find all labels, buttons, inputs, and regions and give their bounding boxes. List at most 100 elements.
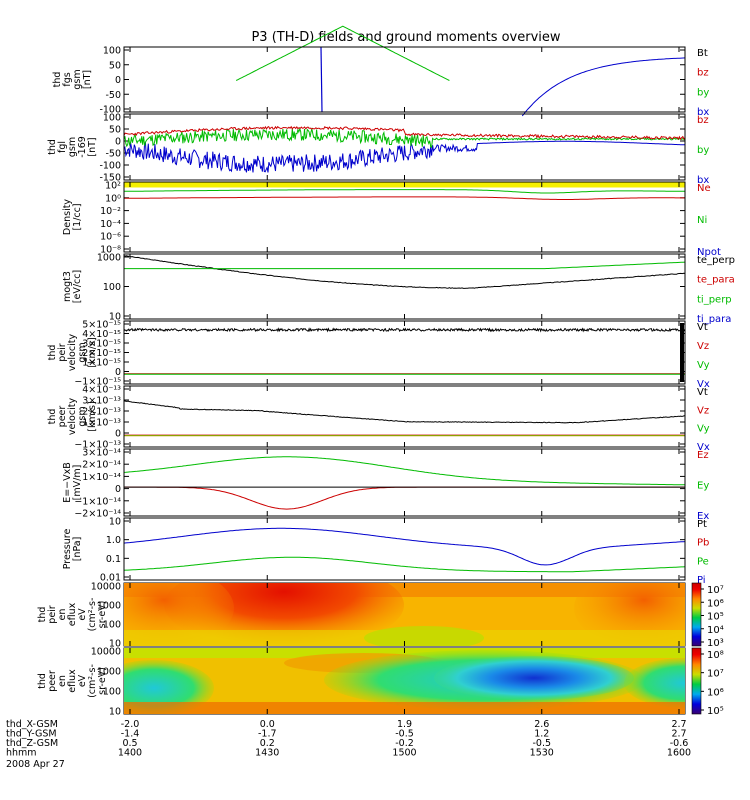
- y-axis-label-line: [nPa]: [72, 537, 83, 562]
- y-tick-label: 2×10⁻¹³: [82, 407, 121, 418]
- colorbar-tick-label: 10⁵: [707, 706, 724, 717]
- y-axis-label-line: [eV/cc]: [72, 270, 83, 303]
- legend-pb: Pb: [697, 538, 709, 549]
- y-axis-label: thd peir en eflux eV (cm²-s-sr-eV): [37, 598, 108, 632]
- y-tick-label: 3×10⁻¹³: [82, 396, 121, 407]
- y-tick-label: 100: [103, 282, 121, 293]
- y-tick-label: 10000: [91, 647, 121, 658]
- ephemeris-value: 1530: [530, 748, 554, 759]
- y-axis-label: mogt3 [eV/cc]: [62, 270, 83, 303]
- y-tick-label: 10: [109, 639, 121, 650]
- colorbar-tick-label: 10⁶: [707, 687, 724, 698]
- legend-te_perp: te_perp: [697, 255, 735, 266]
- y-axis-label-line: peir: [47, 605, 58, 624]
- y-tick-label: 10000: [91, 582, 121, 593]
- y-tick-label: 0: [115, 367, 121, 378]
- y-axis-label-line: eflux: [67, 602, 78, 626]
- y-axis-label-line: thd: [47, 139, 58, 155]
- legend-bz: bz: [697, 115, 709, 126]
- ephemeris-label: thd_X-GSM: [6, 719, 58, 730]
- trace-ni: [124, 189, 685, 194]
- y-axis-label-line: peer: [57, 406, 68, 428]
- y-tick-label: 4×10⁻¹⁵: [82, 329, 121, 340]
- panel-fgs: 100 50 0 -50 -100 thd fgs gsm [nT] Bt bz by bx: [52, 46, 709, 119]
- ephemeris-value: 0.5: [122, 738, 137, 749]
- ion-spec-low-green: [364, 626, 484, 646]
- y-axis-label-line: Pressure: [62, 529, 73, 570]
- y-axis-label-line: peir: [57, 343, 68, 362]
- legend-bz: bz: [697, 68, 709, 79]
- ephemeris-value: 0.0: [260, 719, 275, 730]
- legend-te_para: te_para: [697, 275, 735, 286]
- y-axis-label-line: [nT]: [82, 70, 93, 89]
- y-axis-label-line: thd: [47, 409, 58, 425]
- legend-ni: Ni: [697, 215, 707, 226]
- colorbar-ion_spec: [691, 582, 702, 647]
- ephemeris-layer: thd_X-GSM -2.0 0.0 1.9 2.6 2.7 thd_Y-GSM -1.4 -1…: [6, 47, 691, 770]
- y-tick-label: 2×10⁻¹⁴: [82, 460, 121, 471]
- trace-ez: [124, 486, 685, 510]
- legend-vx: Vx: [697, 442, 710, 453]
- y-tick-label: 1×10⁻¹⁵: [82, 358, 121, 369]
- y-tick-label: 0.1: [106, 554, 121, 565]
- y-tick-label: 50: [109, 60, 121, 71]
- legend-vy: Vy: [697, 424, 710, 435]
- y-axis-label-line: Density: [62, 199, 73, 235]
- legend-vz: Vz: [697, 405, 709, 416]
- legend-vt: Vt: [697, 322, 708, 333]
- ephemeris-value: -0.2: [395, 738, 414, 749]
- y-tick-label: 0: [115, 429, 121, 440]
- panel-frame: [123, 448, 686, 517]
- legend-ti_perp: ti_perp: [697, 294, 732, 305]
- y-tick-label: 100: [103, 620, 121, 631]
- legend-bx: bx: [697, 107, 709, 118]
- panel-temp: 1000 100 10 mogt3 [eV/cc] te_perp te_para ti_pe…: [62, 253, 735, 326]
- y-axis-label-line: thd: [37, 673, 48, 689]
- panel-pressure: 10 1.0 0.1 0.01 Pressure [nPa] Pt Pb Pe Pi: [62, 517, 709, 587]
- y-axis-label-line: mogt3: [62, 271, 73, 302]
- electron-spectrogram: [124, 648, 685, 714]
- legend-pt: Pt: [697, 519, 707, 530]
- y-axis-label-line: fgl: [57, 141, 68, 153]
- ephemeris-value: -0.5: [532, 738, 551, 749]
- y-tick-label: 1×10⁻¹³: [82, 418, 121, 429]
- legend-pe: Pe: [697, 556, 709, 567]
- y-tick-label: −1×10⁻¹⁵: [74, 377, 121, 388]
- y-tick-label: -100: [99, 105, 121, 116]
- ephemeris-value: 1.2: [534, 729, 549, 740]
- colorbar-tick-label: 10⁷: [707, 669, 724, 680]
- legend-ex: Ex: [697, 511, 709, 522]
- trace-fgs-by: [235, 25, 450, 81]
- panel-frame: [123, 385, 686, 448]
- y-tick-label: −2×10⁻¹⁴: [74, 509, 121, 520]
- date-label: 2008 Apr 27: [6, 759, 65, 770]
- y-tick-label: 50: [109, 125, 121, 136]
- y-tick-label: -150: [99, 173, 121, 184]
- y-axis-label-line: fgs: [62, 72, 73, 86]
- legend-bt: Bt: [697, 48, 708, 59]
- legend-pi: Pi: [697, 575, 706, 586]
- y-axis-label-line: velocity: [67, 398, 78, 436]
- ephemeris-value: 1500: [392, 748, 416, 759]
- trace-ne: [124, 196, 685, 200]
- y-axis-label: thd fgs gsm [nT]: [52, 69, 93, 89]
- legend-ti_para: ti_para: [697, 314, 731, 325]
- ephemeris-value: -1.7: [258, 729, 277, 740]
- legend-ne: Ne: [697, 183, 711, 194]
- y-tick-label: 10⁻⁴: [100, 219, 121, 230]
- ephemeris-value: -0.5: [395, 729, 414, 740]
- y-axis-label-line: [km/s]: [87, 401, 98, 431]
- y-axis-label-line: (cm²-s-: [87, 664, 98, 698]
- y-tick-label: 5×10⁻¹⁵: [82, 320, 121, 331]
- y-axis-label-line: E=−VxB: [62, 462, 73, 503]
- ephemeris-value: 1600: [667, 748, 691, 759]
- y-tick-label: 3×10⁻¹⁴: [82, 448, 121, 459]
- colorbar-ele_spec: [691, 647, 702, 715]
- ephemeris-value: 2.6: [534, 719, 549, 730]
- y-tick-label: 0.01: [100, 573, 121, 584]
- trace-fgl-bx: [123, 140, 685, 173]
- y-axis-label: thd peir velocity gsm [km/s]: [47, 334, 98, 372]
